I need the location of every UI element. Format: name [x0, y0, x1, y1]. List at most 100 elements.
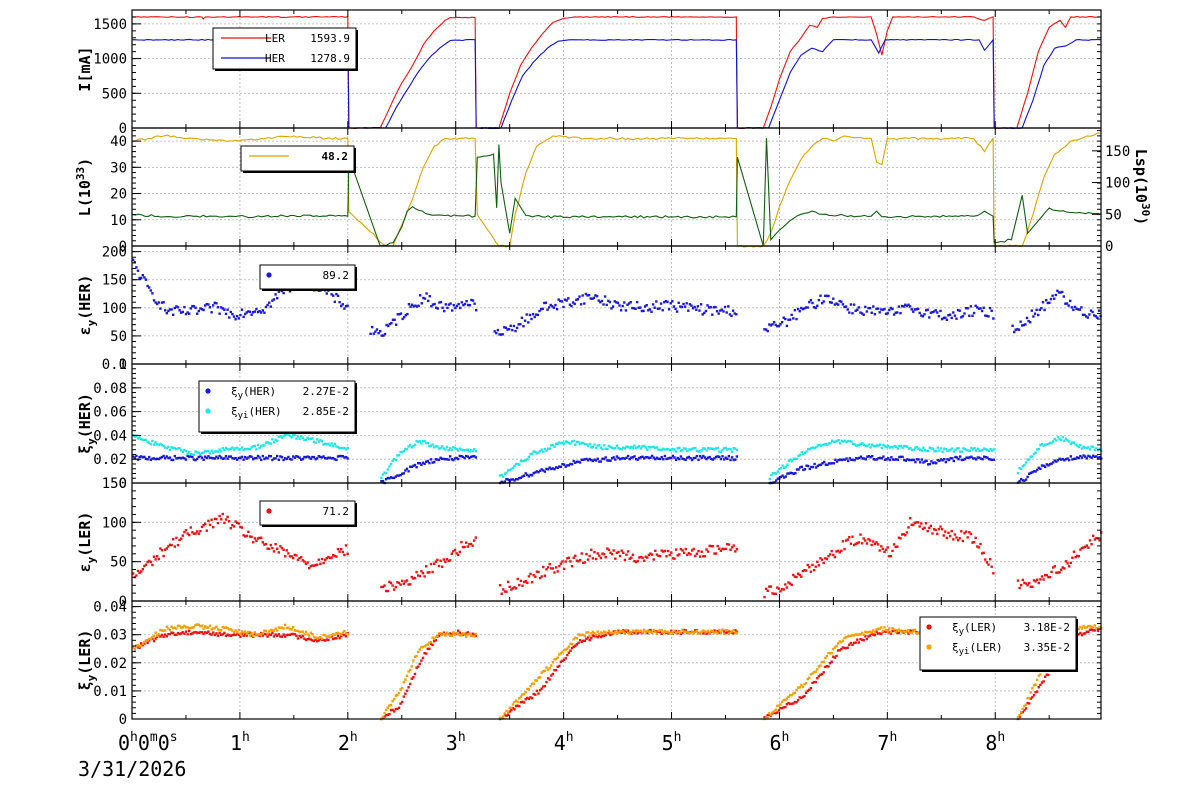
data-point: [248, 535, 252, 538]
data-point: [986, 456, 989, 459]
data-point: [647, 630, 651, 633]
data-point: [314, 563, 317, 567]
data-point: [401, 451, 404, 454]
data-point: [711, 447, 715, 450]
data-point: [146, 638, 149, 642]
data-point: [908, 631, 912, 634]
data-point: [248, 634, 252, 637]
legend-value: 1278.9: [310, 52, 350, 65]
data-point: [266, 632, 269, 635]
data-point: [136, 644, 140, 647]
data-point: [771, 711, 774, 714]
data-point: [573, 302, 576, 306]
data-point: [394, 707, 397, 711]
data-point: [811, 446, 815, 449]
data-point: [184, 458, 188, 461]
data-point: [427, 299, 430, 303]
data-point: [803, 694, 806, 698]
data-point: [261, 444, 264, 447]
data-point: [677, 301, 680, 304]
data-point: [867, 635, 870, 638]
data-point: [465, 541, 468, 544]
data-point: [980, 552, 984, 555]
data-point: [1064, 560, 1068, 563]
data-point: [660, 448, 663, 451]
data-point: [676, 554, 679, 557]
data-point: [1071, 441, 1074, 444]
data-point: [800, 696, 803, 700]
data-point: [596, 630, 599, 633]
data-point: [449, 447, 452, 450]
data-point: [732, 632, 735, 635]
series-points-0: [132, 454, 1103, 485]
data-point: [538, 450, 542, 453]
data-point: [620, 549, 623, 552]
data-point: [687, 455, 691, 459]
data-point: [715, 310, 719, 313]
data-point: [247, 447, 250, 451]
data-point: [402, 695, 405, 698]
data-point: [722, 310, 725, 313]
data-point: [308, 567, 311, 570]
data-point: [226, 457, 229, 460]
data-point: [252, 541, 255, 544]
data-point: [570, 440, 574, 443]
data-point: [846, 538, 849, 541]
data-point: [605, 303, 608, 307]
data-point: [939, 458, 943, 461]
data-point: [1029, 321, 1032, 324]
data-point: [905, 304, 909, 308]
data-point: [301, 436, 304, 439]
data-point: [976, 306, 979, 309]
data-point: [865, 310, 869, 313]
data-point: [833, 303, 837, 306]
data-point: [827, 665, 830, 668]
data-point: [272, 635, 276, 638]
data-point: [418, 440, 421, 443]
data-point: [439, 300, 443, 304]
data-point: [988, 306, 992, 310]
data-point: [223, 521, 226, 525]
data-point: [852, 634, 856, 637]
data-point: [1021, 707, 1024, 711]
data-point: [789, 471, 792, 474]
data-point: [229, 634, 232, 637]
data-point: [936, 459, 939, 462]
data-point: [412, 659, 415, 662]
data-point: [417, 574, 420, 577]
data-point: [923, 526, 926, 529]
data-point: [386, 706, 389, 709]
data-point: [795, 468, 799, 471]
data-point: [404, 313, 407, 317]
data-point: [173, 626, 176, 629]
data-point: [393, 318, 396, 321]
data-point: [564, 560, 567, 563]
data-point: [1037, 674, 1040, 677]
data-point: [208, 306, 212, 309]
data-point: [674, 629, 678, 633]
data-point: [218, 631, 221, 635]
data-point: [915, 308, 918, 311]
data-point: [410, 465, 413, 469]
data-point: [298, 437, 301, 440]
data-point: [790, 313, 793, 317]
data-point: [951, 447, 954, 450]
data-point: [417, 440, 420, 443]
data-point: [300, 556, 303, 559]
data-point: [426, 441, 429, 445]
data-point: [457, 553, 460, 557]
data-point: [312, 455, 316, 459]
data-point: [1098, 539, 1101, 542]
data-point: [819, 557, 822, 560]
data-point: [901, 446, 904, 449]
data-point: [716, 544, 719, 548]
data-point: [296, 558, 300, 561]
data-point: [205, 456, 208, 460]
data-point: [413, 463, 417, 467]
data-point: [452, 458, 455, 462]
data-point: [151, 637, 154, 640]
data-point: [650, 631, 654, 635]
data-point: [264, 305, 268, 309]
data-point: [1025, 316, 1029, 320]
data-point: [132, 645, 135, 648]
